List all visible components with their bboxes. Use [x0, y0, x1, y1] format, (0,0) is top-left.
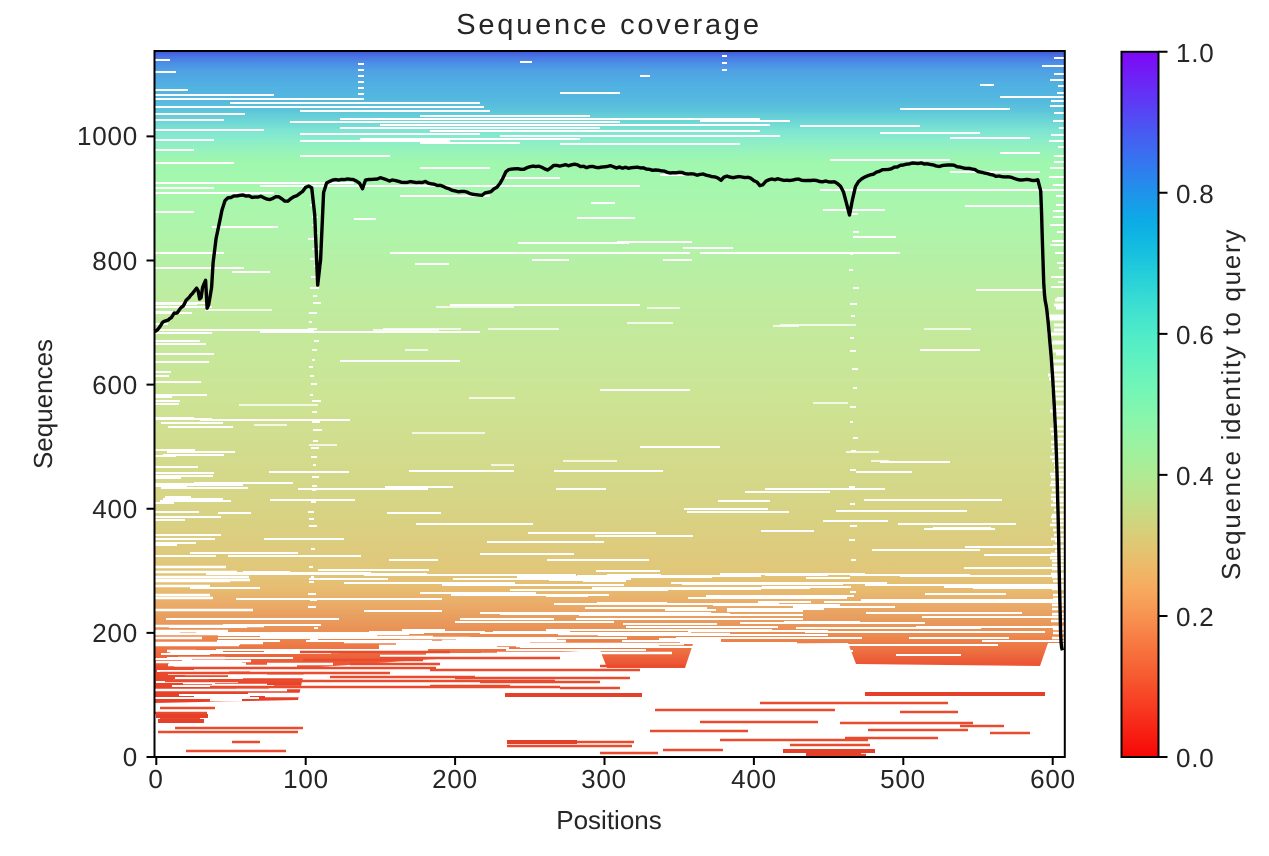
svg-text:200: 200: [92, 618, 138, 648]
svg-text:600: 600: [92, 370, 138, 400]
svg-text:1.0: 1.0: [1176, 38, 1215, 68]
svg-text:400: 400: [731, 764, 777, 794]
svg-text:200: 200: [432, 764, 478, 794]
svg-text:0.8: 0.8: [1176, 179, 1215, 209]
svg-text:Positions: Positions: [556, 805, 662, 835]
svg-text:0.0: 0.0: [1176, 743, 1215, 773]
svg-text:0.4: 0.4: [1176, 461, 1215, 491]
svg-text:800: 800: [92, 246, 138, 276]
svg-text:Sequence coverage: Sequence coverage: [456, 9, 762, 41]
svg-text:0: 0: [148, 764, 163, 794]
svg-text:100: 100: [283, 764, 329, 794]
svg-text:1000: 1000: [77, 121, 138, 151]
svg-text:400: 400: [92, 494, 138, 524]
svg-text:0.6: 0.6: [1176, 320, 1215, 350]
svg-text:0: 0: [123, 742, 138, 772]
svg-text:0.2: 0.2: [1176, 602, 1215, 632]
svg-text:Sequence identity to query: Sequence identity to query: [1216, 228, 1246, 580]
svg-text:300: 300: [581, 764, 627, 794]
svg-text:500: 500: [880, 764, 926, 794]
svg-text:600: 600: [1030, 764, 1076, 794]
svg-text:Sequences: Sequences: [28, 339, 58, 469]
